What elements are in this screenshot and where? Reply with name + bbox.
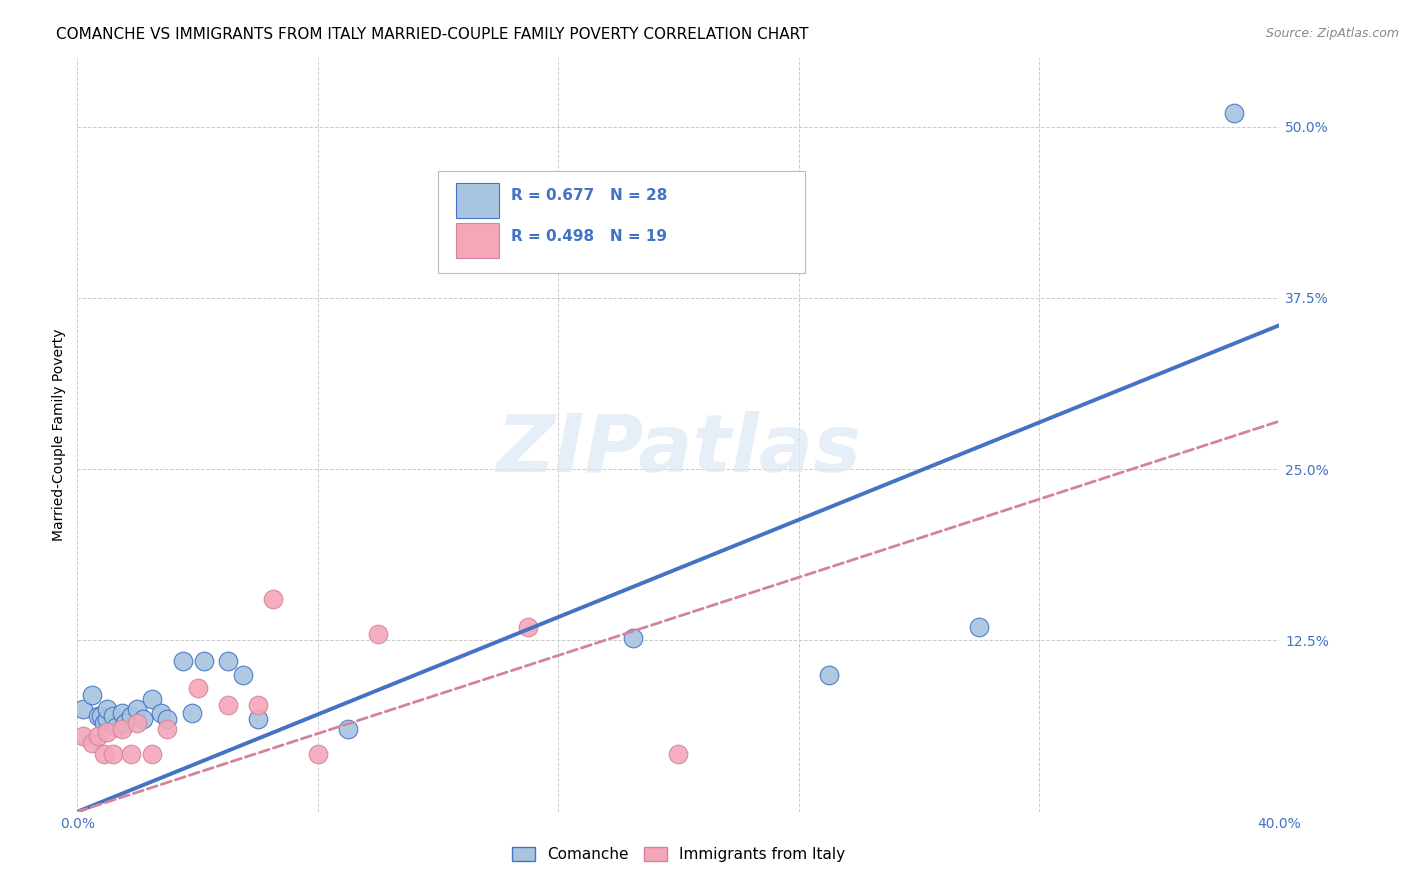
Point — [262, 592, 284, 607]
Point — [96, 725, 118, 739]
Point — [87, 708, 110, 723]
Point — [127, 715, 149, 730]
Point — [96, 702, 118, 716]
Point — [817, 667, 839, 681]
Point — [90, 708, 112, 723]
Point — [668, 747, 690, 761]
Point — [120, 747, 142, 761]
Point — [156, 712, 179, 726]
Point — [105, 720, 128, 734]
Point — [246, 712, 269, 726]
Point — [87, 730, 110, 744]
Y-axis label: Married-Couple Family Poverty: Married-Couple Family Poverty — [52, 328, 66, 541]
FancyBboxPatch shape — [456, 183, 499, 218]
Point — [141, 747, 163, 761]
Text: Source: ZipAtlas.com: Source: ZipAtlas.com — [1265, 27, 1399, 40]
Point — [232, 667, 254, 681]
Text: R = 0.677   N = 28: R = 0.677 N = 28 — [512, 188, 668, 203]
Point — [141, 692, 163, 706]
Point — [246, 698, 269, 712]
Point — [621, 631, 644, 645]
Point — [217, 654, 239, 668]
Point — [336, 723, 359, 737]
FancyBboxPatch shape — [456, 223, 499, 258]
Point — [150, 706, 173, 720]
Point — [307, 747, 329, 761]
Point — [517, 620, 540, 634]
Point — [93, 715, 115, 730]
Point — [967, 620, 990, 634]
Point — [103, 747, 125, 761]
Text: ZIPatlas: ZIPatlas — [496, 411, 860, 489]
Point — [180, 706, 202, 720]
Text: R = 0.498   N = 19: R = 0.498 N = 19 — [512, 229, 668, 244]
Point — [217, 698, 239, 712]
Point — [187, 681, 209, 696]
Point — [132, 712, 155, 726]
FancyBboxPatch shape — [439, 171, 804, 273]
Point — [72, 730, 94, 744]
Point — [156, 723, 179, 737]
Point — [114, 715, 136, 730]
Point — [103, 708, 125, 723]
Point — [93, 747, 115, 761]
Text: COMANCHE VS IMMIGRANTS FROM ITALY MARRIED-COUPLE FAMILY POVERTY CORRELATION CHAR: COMANCHE VS IMMIGRANTS FROM ITALY MARRIE… — [56, 27, 808, 42]
Point — [72, 702, 94, 716]
Point — [82, 736, 104, 750]
Point — [111, 723, 134, 737]
Legend: Comanche, Immigrants from Italy: Comanche, Immigrants from Italy — [506, 840, 851, 868]
Point — [82, 688, 104, 702]
Point — [120, 708, 142, 723]
Point — [193, 654, 215, 668]
Point — [172, 654, 194, 668]
Point — [1223, 105, 1246, 120]
Point — [96, 712, 118, 726]
Point — [111, 706, 134, 720]
Point — [127, 702, 149, 716]
Point — [367, 626, 389, 640]
